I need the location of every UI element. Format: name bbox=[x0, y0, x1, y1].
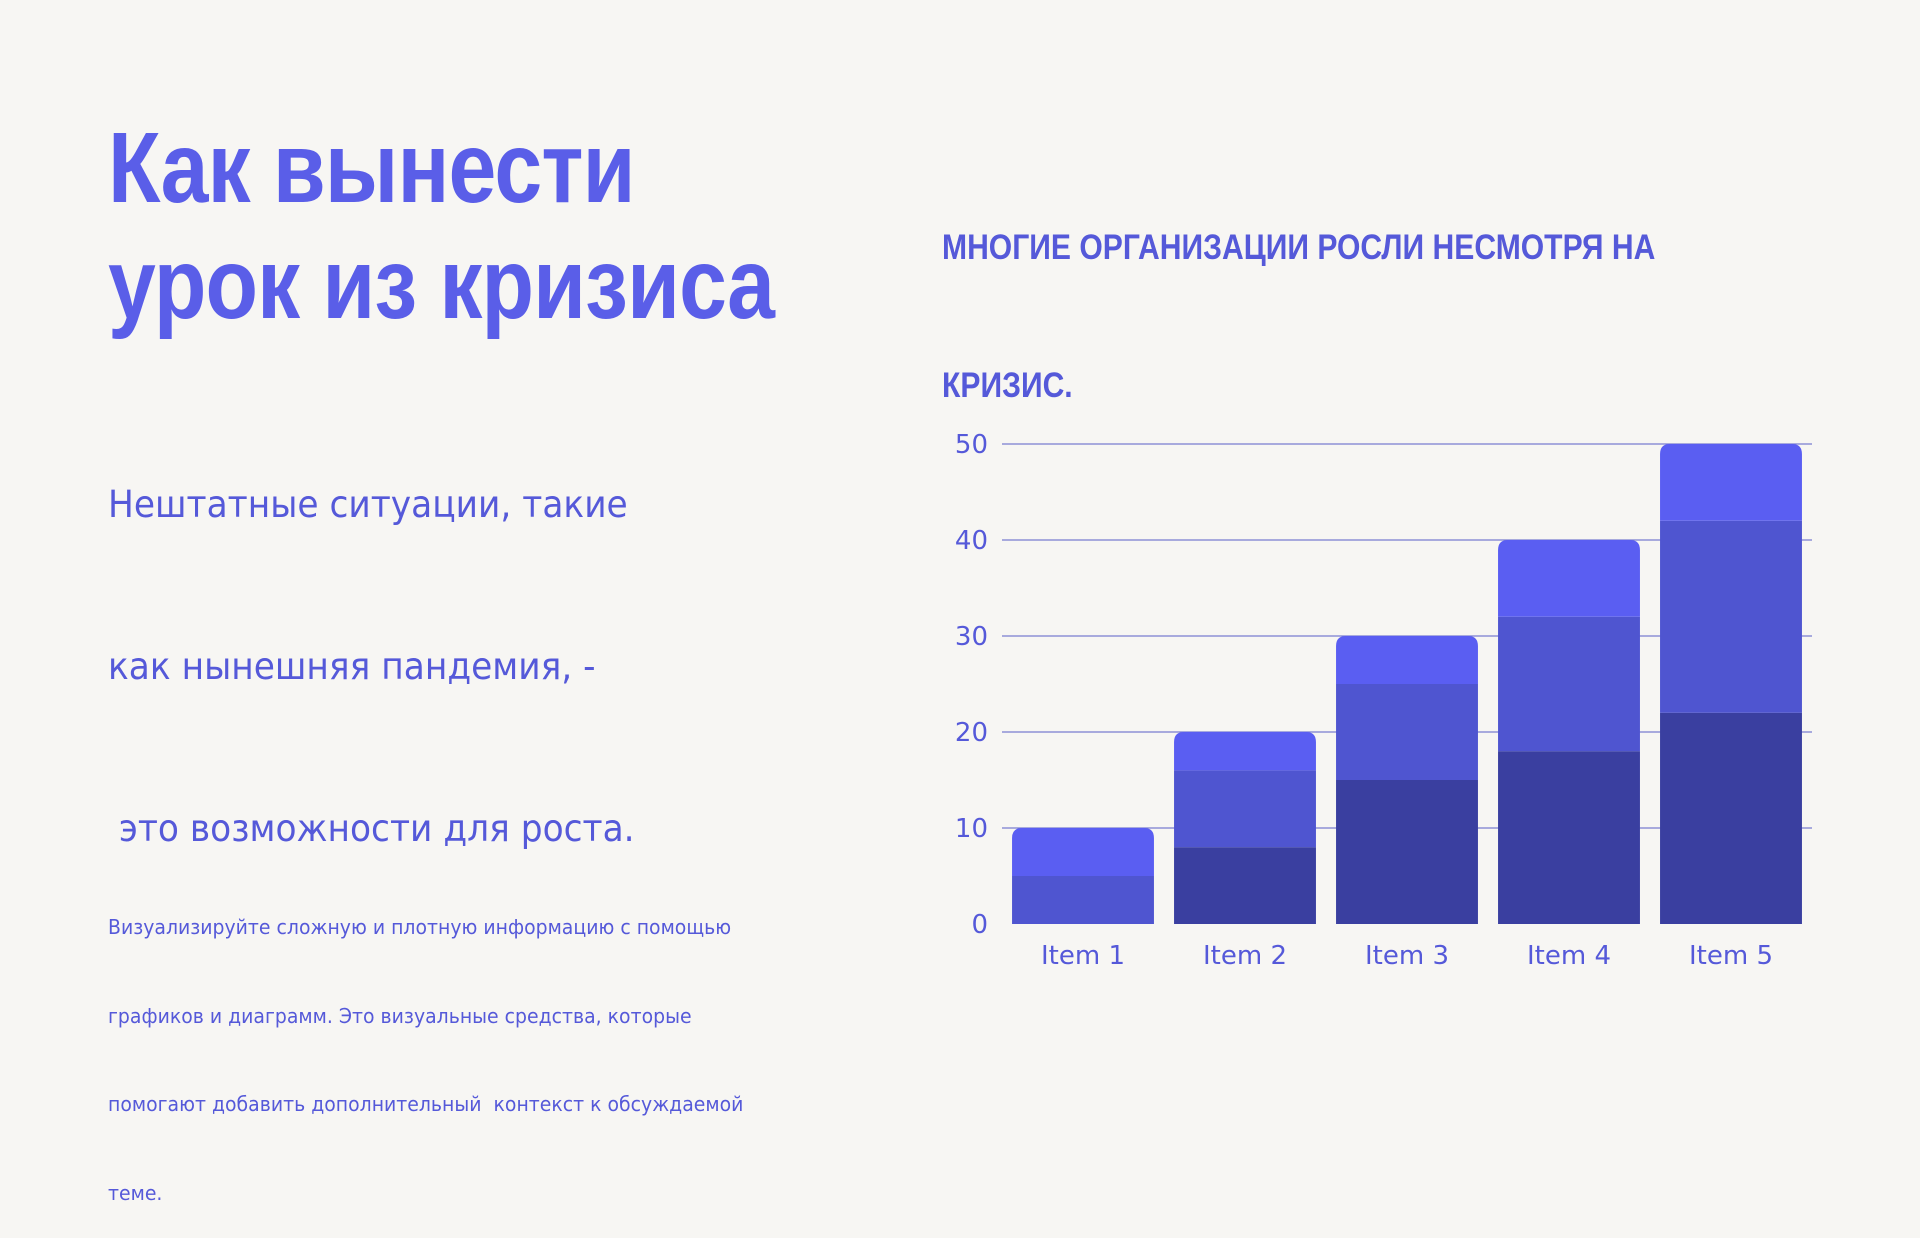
slide-caption-line-2: графиков и диаграмм. Это визуальные сред… bbox=[108, 1003, 692, 1028]
stacked-bar-chart: 0 10 20 30 40 50 Item 1 Item 2 Item 3 Item 4 Item … bbox=[955, 430, 1812, 971]
bar-segment-item-4-series-2 bbox=[1498, 616, 1640, 752]
bar-segment-item-4-series-1 bbox=[1498, 751, 1640, 924]
bar-segment-item-4-series-3 bbox=[1498, 540, 1640, 617]
x-category-label: Item 1 bbox=[1041, 941, 1125, 971]
bar-segment-item-3-series-2 bbox=[1336, 684, 1478, 780]
slide-subtitle-line-1: Нештатные ситуации, такие bbox=[108, 483, 628, 526]
x-category-label: Item 4 bbox=[1527, 941, 1611, 971]
chart-title: МНОГИЕ ОРГАНИЗАЦИИ РОСЛИ НЕСМОТРЯ НА КРИ… bbox=[942, 133, 1655, 455]
bar-segment-item-5-series-1 bbox=[1660, 712, 1802, 924]
x-category-label: Item 2 bbox=[1203, 941, 1287, 971]
chart-title-line-1: МНОГИЕ ОРГАНИЗАЦИИ РОСЛИ НЕСМОТРЯ НА bbox=[942, 228, 1656, 267]
bar-segment-item-2-series-3 bbox=[1174, 732, 1316, 771]
bar-segment-item-1-series-3 bbox=[1012, 828, 1154, 876]
x-category-label: Item 3 bbox=[1365, 941, 1449, 971]
y-tick-label: 20 bbox=[955, 718, 988, 748]
y-tick-label: 40 bbox=[955, 526, 988, 556]
slide-caption-line-4: теме. bbox=[108, 1180, 163, 1205]
bar-segment-item-2-series-1 bbox=[1174, 847, 1316, 924]
bar-segment-item-3-series-3 bbox=[1336, 636, 1478, 684]
x-category-label: Item 5 bbox=[1689, 941, 1773, 971]
bar-segment-item-5-series-3 bbox=[1660, 444, 1802, 521]
slide-subtitle-line-3: это возможности для роста. bbox=[108, 807, 635, 850]
slide-caption-line-1: Визуализируйте сложную и плотную информа… bbox=[108, 915, 732, 939]
bar-segment-item-5-series-2 bbox=[1660, 520, 1802, 713]
y-tick-label: 0 bbox=[971, 910, 988, 940]
chart-title-line-2: КРИЗИС. bbox=[942, 366, 1073, 405]
slide-subtitle: Нештатные ситуации, такие как нынешняя п… bbox=[108, 370, 635, 910]
bar-segment-item-3-series-1 bbox=[1336, 780, 1478, 924]
slide-title: Как вынести урок из кризиса bbox=[108, 110, 775, 342]
bar-segment-item-2-series-2 bbox=[1174, 770, 1316, 848]
slide-title-line-1: Как вынести bbox=[108, 112, 635, 224]
bar-segment-item-1-series-2 bbox=[1012, 876, 1154, 924]
bars bbox=[1012, 444, 1802, 924]
slide-caption-line-3: помогают добавить дополнительный контекс… bbox=[108, 1092, 744, 1116]
slide-caption: Визуализируйте сложную и плотную информа… bbox=[108, 854, 752, 1238]
slide-title-line-2: урок из кризиса bbox=[108, 228, 775, 340]
y-tick-label: 30 bbox=[955, 622, 988, 652]
axis-labels: 0 10 20 30 40 50 Item 1 Item 2 Item 3 Item 4 Item … bbox=[955, 430, 1773, 971]
slide-subtitle-line-2: как нынешняя пандемия, - bbox=[108, 645, 596, 688]
y-tick-label: 10 bbox=[955, 814, 988, 844]
y-tick-label: 50 bbox=[955, 430, 988, 460]
